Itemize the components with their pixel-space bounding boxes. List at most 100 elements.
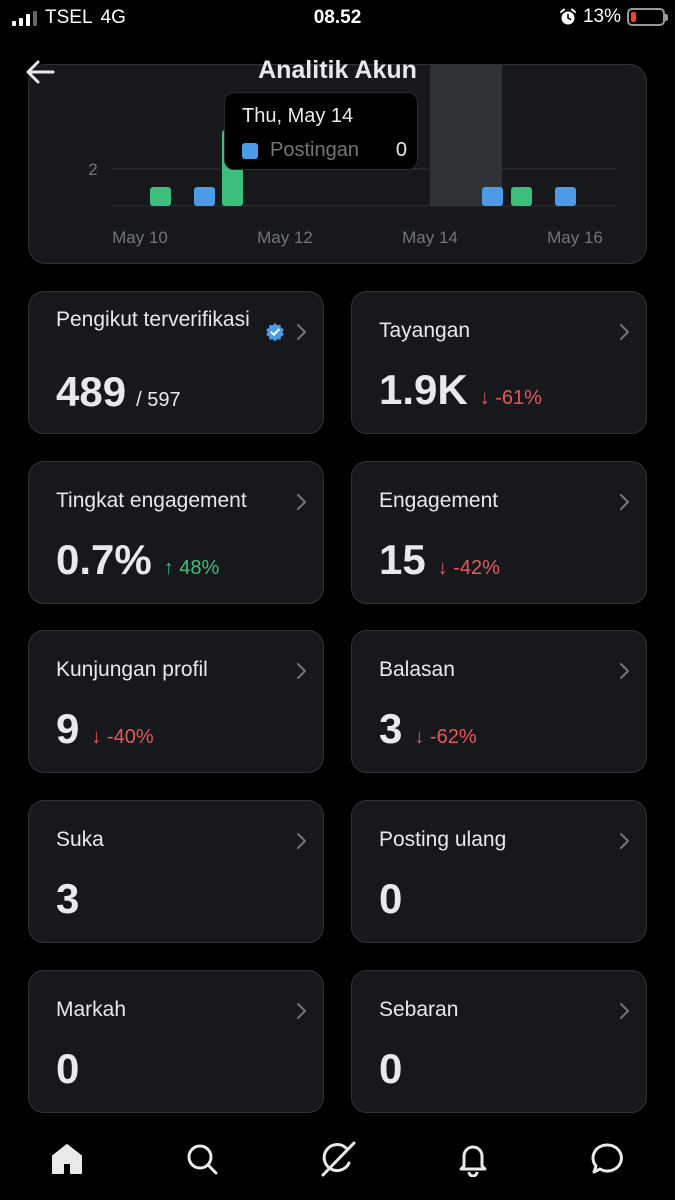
stat-value: 9 ↓ -40% xyxy=(56,705,154,761)
stat-value: 489 / 597 xyxy=(56,368,181,424)
home-icon xyxy=(52,1144,82,1174)
stat-card-profile-visits[interactable]: Kunjungan profil 9 ↓ -40% xyxy=(28,630,324,773)
chevron-right-icon xyxy=(297,663,306,679)
stat-card-shares[interactable]: Sebaran 0 xyxy=(351,970,647,1113)
chart-bar xyxy=(555,187,576,206)
chevron-right-icon xyxy=(297,494,306,510)
stat-value: 0.7% ↑ 48% xyxy=(56,536,219,592)
stat-label: Sebaran xyxy=(379,998,459,1021)
nav-home[interactable] xyxy=(47,1139,87,1179)
chevron-right-icon xyxy=(297,1003,306,1019)
signal-icon xyxy=(12,10,37,26)
search-icon xyxy=(187,1144,218,1175)
tooltip-label: Postingan xyxy=(270,139,359,161)
back-arrow-icon xyxy=(26,60,55,84)
stat-label: Markah xyxy=(56,998,127,1021)
x-tick-label: May 10 xyxy=(112,228,168,247)
stat-number: 3 xyxy=(379,705,403,752)
stat-number: 1.9K xyxy=(379,366,468,413)
stat-value: 15 ↓ -42% xyxy=(379,536,500,592)
stat-label: Kunjungan profil xyxy=(56,658,208,681)
stat-value: 3 xyxy=(56,875,79,923)
messages-icon xyxy=(591,1143,623,1174)
x-tick-label: May 12 xyxy=(257,228,313,247)
status-bar: TSEL 4G 08.52 13% xyxy=(0,0,675,36)
battery-icon xyxy=(627,8,668,26)
chart-bar xyxy=(150,187,171,206)
change-indicator: ↑ 48% xyxy=(163,557,220,579)
stat-card-impressions[interactable]: Tayangan 1.9K ↓ -61% xyxy=(351,291,647,434)
page-title: Analitik Akun xyxy=(258,56,417,84)
stat-value: 0 xyxy=(56,1045,79,1093)
tooltip-date: Thu, May 14 xyxy=(242,105,354,127)
stat-label: Posting ulang xyxy=(379,828,507,851)
header: Analitik Akun xyxy=(0,44,675,100)
network-label: 4G xyxy=(100,7,126,28)
chevron-right-icon xyxy=(620,833,629,849)
nav-notifications[interactable] xyxy=(453,1139,493,1179)
x-tick-label: May 16 xyxy=(547,228,603,247)
change-indicator: ↓ -61% xyxy=(479,387,542,409)
carrier-label: TSEL xyxy=(45,7,93,28)
status-left: TSEL 4G xyxy=(12,7,126,29)
tooltip-row: Postingan 0 xyxy=(242,139,407,162)
stat-card-bookmarks[interactable]: Markah 0 xyxy=(28,970,324,1113)
stat-value: 1.9K ↓ -61% xyxy=(379,366,542,422)
stat-number: 0 xyxy=(379,1045,403,1092)
notifications-icon xyxy=(459,1145,487,1177)
stat-card-replies[interactable]: Balasan 3 ↓ -62% xyxy=(351,630,647,773)
chart-bar xyxy=(511,187,532,206)
stat-value: 3 ↓ -62% xyxy=(379,705,477,761)
verified-badge-icon xyxy=(266,323,284,342)
stat-card-engagement-rate[interactable]: Tingkat engagement 0.7% ↑ 48% xyxy=(28,461,324,604)
tooltip-swatch xyxy=(242,142,258,159)
chevron-right-icon xyxy=(297,833,306,849)
stat-label: Pengikut terverifikasi xyxy=(56,308,250,331)
stat-label: Suka xyxy=(56,828,104,851)
stat-total: / 597 xyxy=(136,389,181,411)
nav-search[interactable] xyxy=(182,1139,222,1179)
bottom-nav xyxy=(0,1125,675,1200)
battery-percent: 13% xyxy=(582,6,621,27)
stat-label: Balasan xyxy=(379,658,455,681)
stat-card-engagements[interactable]: Engagement 15 ↓ -42% xyxy=(351,461,647,604)
stat-number: 9 xyxy=(56,705,80,752)
change-indicator: ↓ -40% xyxy=(91,726,154,748)
stat-card-likes[interactable]: Suka 3 xyxy=(28,800,324,943)
nav-grok[interactable] xyxy=(318,1139,358,1179)
chevron-right-icon xyxy=(620,324,629,340)
x-tick-label: May 14 xyxy=(402,228,458,247)
back-button[interactable] xyxy=(22,54,58,90)
chart-tooltip: Thu, May 14 Postingan 0 xyxy=(224,92,418,170)
stat-card-reposts[interactable]: Posting ulang 0 xyxy=(351,800,647,943)
tooltip-value: 0 xyxy=(395,139,407,161)
stat-number: 0 xyxy=(379,875,403,922)
y-tick-label: 2 xyxy=(88,160,97,179)
chart-bar xyxy=(482,187,503,206)
change-indicator: ↓ -62% xyxy=(414,726,477,748)
chevron-right-icon xyxy=(620,494,629,510)
change-indicator: ↓ -42% xyxy=(437,557,500,579)
clock: 08.52 xyxy=(313,7,362,28)
status-right: 13% xyxy=(559,6,668,28)
stat-label: Tayangan xyxy=(379,319,471,342)
chevron-right-icon xyxy=(620,663,629,679)
chart-card[interactable]: 2 May 10 May 12 May 14 May 16 xyxy=(28,64,647,264)
stat-number: 489 xyxy=(56,368,127,415)
stat-number: 0.7% xyxy=(56,536,152,583)
chevron-right-icon xyxy=(297,324,306,340)
alarm-icon xyxy=(559,8,576,25)
stat-value: 0 xyxy=(379,875,402,923)
stat-number: 0 xyxy=(56,1045,80,1092)
stat-number: 15 xyxy=(379,536,426,583)
chart-bar xyxy=(194,187,215,206)
stat-label: Tingkat engagement xyxy=(56,489,247,512)
stat-value: 0 xyxy=(379,1045,402,1093)
grok-icon xyxy=(321,1141,356,1177)
stat-number: 3 xyxy=(56,875,80,922)
highlight-column xyxy=(430,65,502,206)
stat-card-verified-followers[interactable]: Pengikut terverifikasi 489 / 597 xyxy=(28,291,324,434)
chevron-right-icon xyxy=(620,1003,629,1019)
stat-label: Engagement xyxy=(379,489,499,512)
nav-messages[interactable] xyxy=(588,1139,628,1179)
